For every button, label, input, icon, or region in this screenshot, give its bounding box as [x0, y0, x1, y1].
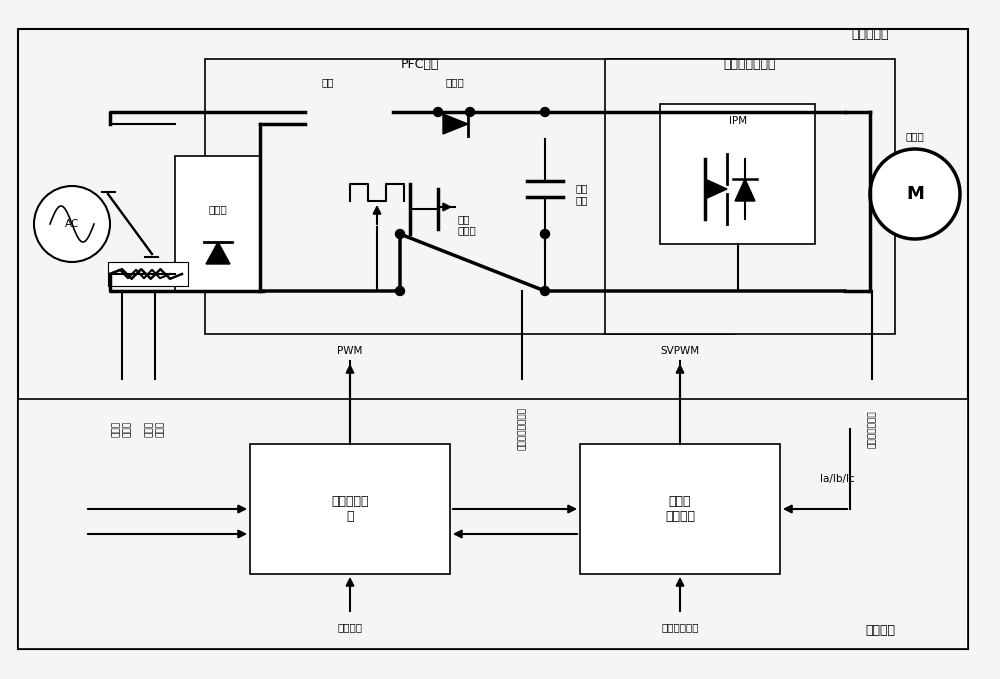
Text: 压缩机: 压缩机: [906, 131, 924, 141]
Text: 整流桥: 整流桥: [209, 204, 227, 214]
Text: 目标运行频率: 目标运行频率: [661, 622, 699, 632]
Circle shape: [34, 186, 110, 262]
Bar: [108, 262, 188, 286]
Text: 二极管: 二极管: [446, 77, 464, 87]
Text: 设定电压: 设定电压: [338, 622, 362, 632]
Text: 变频控制器: 变频控制器: [851, 28, 889, 41]
Text: IPM: IPM: [729, 116, 747, 126]
Circle shape: [540, 230, 550, 238]
Bar: [95, 389, 185, 469]
Text: 直流母线电压采集: 直流母线电压采集: [518, 407, 526, 450]
Bar: [605, 59, 895, 334]
Bar: [660, 104, 815, 244]
Circle shape: [396, 287, 404, 295]
Text: 电感: 电感: [322, 77, 334, 87]
Polygon shape: [705, 179, 727, 199]
Text: AC: AC: [65, 219, 79, 229]
Bar: [580, 444, 780, 574]
Bar: [205, 59, 735, 334]
Text: SVPWM: SVPWM: [660, 346, 700, 356]
Circle shape: [870, 149, 960, 239]
Polygon shape: [443, 114, 468, 134]
Text: PFC电路: PFC电路: [401, 58, 439, 71]
Text: 功率因数校
正: 功率因数校 正: [331, 495, 369, 523]
Polygon shape: [735, 179, 755, 201]
Text: 控制单元: 控制单元: [865, 624, 895, 637]
Polygon shape: [206, 242, 230, 264]
Text: 输入电
压采集: 输入电 压采集: [145, 421, 165, 437]
Circle shape: [434, 107, 442, 117]
Text: 电解
电容: 电解 电容: [575, 183, 588, 205]
Text: PWM: PWM: [337, 346, 363, 356]
Text: M: M: [906, 185, 924, 203]
Circle shape: [396, 230, 404, 238]
Text: 输入电
流采集: 输入电 流采集: [112, 421, 132, 437]
Text: Ia/Ib/Ic: Ia/Ib/Ic: [820, 474, 855, 484]
Text: 压缩机电流采集: 压缩机电流采集: [868, 410, 877, 448]
Bar: [175, 156, 260, 291]
Circle shape: [466, 107, 475, 117]
Circle shape: [540, 107, 550, 117]
Text: 功率
开关管: 功率 开关管: [458, 214, 477, 236]
Bar: [18, 399, 968, 649]
Circle shape: [540, 287, 550, 295]
Bar: [250, 444, 450, 574]
Text: 压缩机
频率控制: 压缩机 频率控制: [665, 495, 695, 523]
Text: 压缩机驱动电路: 压缩机驱动电路: [724, 58, 776, 71]
